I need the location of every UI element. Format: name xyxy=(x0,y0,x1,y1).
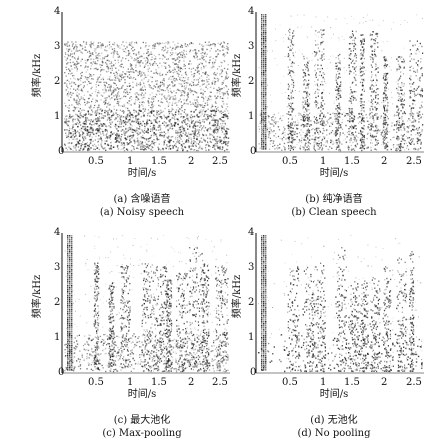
y-tick-1: 1 xyxy=(54,111,61,122)
spectrogram-clean xyxy=(255,12,424,153)
spectrogram-image-noisy xyxy=(64,41,230,152)
spectrogram-image-clean xyxy=(258,14,424,152)
panel-noisy-speech: 频率/kHz 4 3 2 1 0 0.5 1 1.5 2 2.5 时间/s (a… xyxy=(0,0,230,221)
panel-no-pooling: 频率/kHz 4 3 2 1 0 0.5 1 1.5 2 2.5 时间/s (d… xyxy=(220,221,440,442)
caption-cn: (a) 含噪语音 xyxy=(113,194,171,205)
x-tick-0.5: 0.5 xyxy=(88,377,104,388)
y-tick-3: 3 xyxy=(54,262,61,273)
y-tick-0: 0 xyxy=(250,146,257,157)
y-axis-label: 频率/kHz xyxy=(32,274,44,319)
y-tick-2: 2 xyxy=(54,297,61,308)
y-axis-label: 频率/kHz xyxy=(32,53,44,98)
x-tick-0.5: 0.5 xyxy=(282,156,298,167)
panel-max-pooling: 频率/kHz 4 3 2 1 0 0.5 1 1.5 2 2.5 时间/s (c… xyxy=(0,221,230,442)
panel-clean-speech: 频率/kHz 4 3 2 1 0 0.5 1 1.5 2 2.5 时间/s (b… xyxy=(220,0,440,221)
y-tick-4: 4 xyxy=(248,6,255,17)
x-tick-2: 2 xyxy=(188,156,195,167)
caption-cn: (c) 最大池化 xyxy=(113,415,171,426)
x-tick-2.5: 2.5 xyxy=(212,377,228,388)
y-tick-0: 0 xyxy=(58,367,65,378)
y-tick-1: 1 xyxy=(248,332,255,343)
y-tick-1: 1 xyxy=(54,332,61,343)
x-tick-2: 2 xyxy=(381,377,388,388)
y-tick-2: 2 xyxy=(248,297,255,308)
x-axis-label: 时间/s xyxy=(319,168,349,179)
x-tick-1.5: 1.5 xyxy=(344,156,360,167)
x-tick-2.5: 2.5 xyxy=(212,156,228,167)
y-tick-1: 1 xyxy=(248,111,255,122)
y-tick-4: 4 xyxy=(54,6,61,17)
caption-en: (c) Max-pooling xyxy=(102,428,182,439)
y-tick-3: 3 xyxy=(54,41,61,52)
spectrogram-image-no-pooling xyxy=(258,235,423,373)
caption-en: (d) No pooling xyxy=(297,428,371,439)
x-tick-1.5: 1.5 xyxy=(151,156,167,167)
x-tick-0.5: 0.5 xyxy=(88,156,104,167)
x-tick-1.5: 1.5 xyxy=(151,377,167,388)
x-tick-1: 1 xyxy=(127,156,134,167)
x-axis-label: 时间/s xyxy=(319,389,349,400)
y-tick-2: 2 xyxy=(248,76,255,87)
y-tick-3: 3 xyxy=(248,41,255,52)
spectrogram-max-pooling xyxy=(61,233,230,374)
y-tick-4: 4 xyxy=(248,227,255,238)
x-tick-1: 1 xyxy=(127,377,134,388)
y-axis-label: 频率/kHz xyxy=(232,274,244,319)
spectrogram-noisy xyxy=(61,12,230,153)
x-tick-1.5: 1.5 xyxy=(344,377,360,388)
spectrogram-image-max-pooling xyxy=(64,235,229,373)
y-tick-4: 4 xyxy=(54,227,61,238)
y-tick-2: 2 xyxy=(54,76,61,87)
x-axis-label: 时间/s xyxy=(127,389,157,400)
x-tick-1: 1 xyxy=(320,156,327,167)
caption-en: (a) Noisy speech xyxy=(99,207,185,218)
x-tick-2: 2 xyxy=(381,156,388,167)
x-tick-1: 1 xyxy=(320,377,327,388)
x-tick-2: 2 xyxy=(188,377,195,388)
x-tick-2.5: 2.5 xyxy=(406,377,422,388)
y-tick-3: 3 xyxy=(248,262,255,273)
spectrogram-no-pooling xyxy=(255,233,424,374)
caption-en: (b) Clean speech xyxy=(291,207,377,218)
caption-cn: (b) 纯净语音 xyxy=(305,194,363,205)
x-tick-0.5: 0.5 xyxy=(282,377,298,388)
caption-cn: (d) 无池化 xyxy=(310,415,358,426)
x-axis-label: 时间/s xyxy=(127,168,157,179)
x-tick-2.5: 2.5 xyxy=(406,156,422,167)
y-axis-label: 频率/kHz xyxy=(232,53,244,98)
y-tick-0: 0 xyxy=(250,367,257,378)
y-tick-0: 0 xyxy=(58,146,65,157)
